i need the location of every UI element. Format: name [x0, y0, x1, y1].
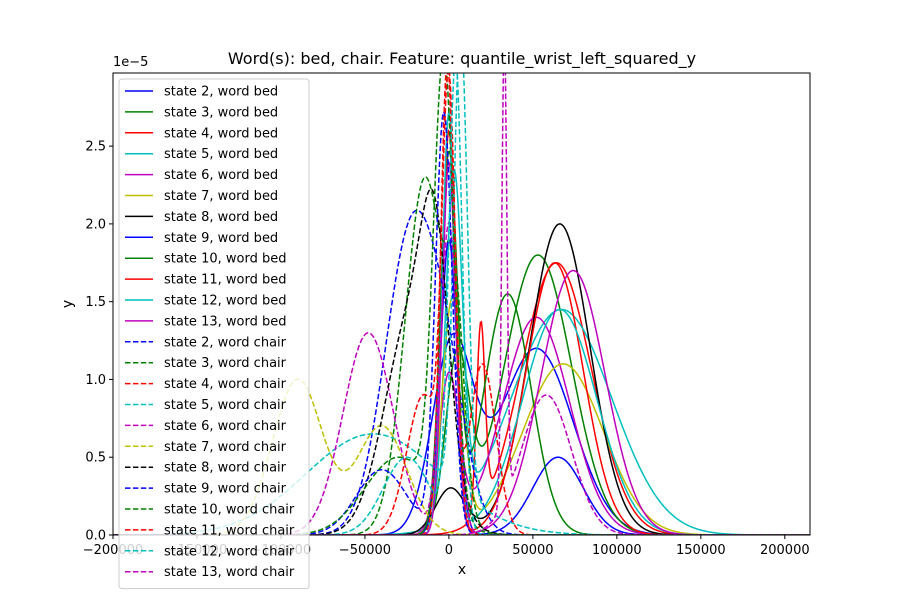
legend-label: state 3, word bed — [164, 105, 278, 120]
legend-label: state 4, word chair — [164, 377, 287, 392]
y-tick-label: 1.5 — [85, 295, 106, 310]
y-tick-label: 0.0 — [85, 529, 106, 544]
legend-label: state 5, word bed — [164, 147, 278, 162]
legend-label: state 11, word chair — [164, 523, 295, 538]
x-tick-label: 0 — [445, 543, 453, 558]
series-line-13 — [113, 209, 810, 535]
legend-label: state 12, word chair — [164, 544, 295, 559]
plot-frame — [112, 72, 811, 536]
series-line-19 — [113, 188, 810, 535]
legend-label: state 8, word bed — [164, 210, 278, 225]
x-axis-label: x — [458, 562, 466, 578]
legend: state 2, word bed state 3, word bed state … — [118, 78, 310, 590]
legend-label: state 13, word chair — [164, 565, 295, 580]
y-tick-label: 1.0 — [85, 373, 106, 388]
y-tick-label: 2.5 — [85, 140, 106, 155]
legend-label: state 6, word chair — [164, 419, 287, 434]
legend-label: state 11, word bed — [164, 273, 286, 288]
legend-label: state 8, word chair — [164, 461, 287, 476]
y-axis: 0.0 0.5 1.0 1.5 2.0 2.5 — [85, 140, 113, 544]
legend-label: state 10, word bed — [164, 252, 286, 267]
series-line-14 — [113, 176, 810, 535]
legend-label: state 12, word bed — [164, 294, 286, 309]
x-tick-label: 100000 — [592, 543, 642, 558]
legend-label: state 10, word chair — [164, 503, 295, 518]
legend-label: state 13, word bed — [164, 314, 286, 329]
series-line-21 — [113, 73, 810, 535]
x-tick-label: 150000 — [676, 543, 726, 558]
chart-title: Word(s): bed, chair. Feature: quantile_w… — [228, 49, 696, 69]
legend-label: state 5, word chair — [164, 398, 287, 413]
legend-box — [118, 78, 310, 590]
series-line-9 — [113, 150, 810, 535]
y-tick-label: 0.5 — [85, 451, 106, 466]
series-line-23 — [113, 73, 810, 535]
y-axis-label: y — [60, 300, 76, 308]
legend-label: state 4, word bed — [164, 126, 278, 141]
series-line-4 — [113, 168, 810, 535]
y-offset-label: 1e−5 — [113, 55, 148, 70]
legend-label: state 6, word bed — [164, 168, 278, 183]
legend-label: state 3, word chair — [164, 356, 287, 371]
x-tick-label: 200000 — [760, 543, 810, 558]
x-tick-label: 50000 — [512, 543, 553, 558]
x-tick-label: −50000 — [339, 543, 391, 558]
legend-label: state 9, word bed — [164, 231, 278, 246]
legend-label: state 7, word bed — [164, 189, 278, 204]
legend-label: state 2, word chair — [164, 335, 287, 350]
y-tick-label: 2.0 — [85, 217, 106, 232]
legend-label: state 7, word chair — [164, 440, 287, 455]
legend-label: state 2, word bed — [164, 85, 278, 100]
legend-label: state 9, word chair — [164, 482, 287, 497]
series-line-22 — [113, 73, 810, 535]
